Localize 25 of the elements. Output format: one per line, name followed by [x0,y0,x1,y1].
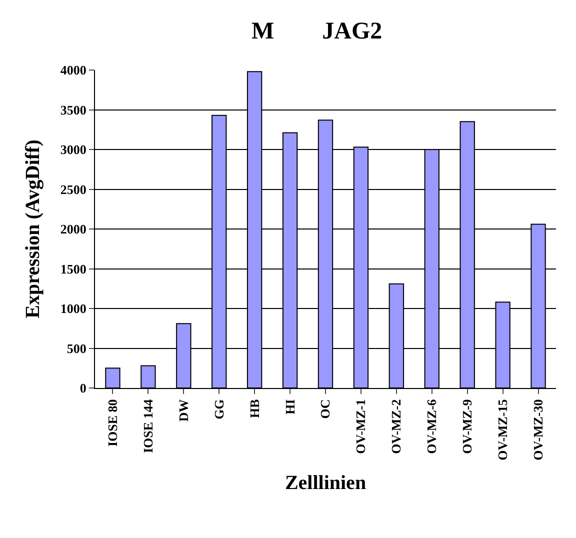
y-tick-label: 2500 [60,182,86,197]
x-tick-label: HB [246,398,262,418]
x-axis-title: Zelllinien [284,472,366,494]
x-tick-label: IOSE 80 [104,399,120,447]
x-tick-label: OC [318,399,333,419]
y-tick-label: 3000 [60,142,86,158]
y-tick-label: 1000 [60,301,86,316]
x-tick-label: GG [211,399,226,420]
chart-title: M JAG2 [251,18,382,44]
x-tick-label: OV-MZ-9 [460,398,475,454]
y-tick-label: 3500 [60,102,86,118]
y-axis-title: Expression (AvgDiff) [22,140,44,318]
x-tick-label: OV-MZ-1 [353,399,368,454]
x-tick-label: DW [176,399,191,422]
y-tick-label: 0 [80,380,86,396]
x-tick-label: IOSE 144 [140,398,156,454]
x-tick-label: HI [282,399,298,414]
y-tick-label: 500 [66,340,86,356]
x-tick-label: OV-MZ-6 [424,398,440,454]
x-tick-label: OV-MZ-30 [530,399,546,460]
x-tick-label: OV-MZ-15 [495,398,510,460]
y-tick-label: 2000 [60,222,86,237]
x-tick-label: OV-MZ-2 [388,399,404,454]
y-tick-label: 1500 [60,261,86,276]
y-tick-label: 4000 [60,62,86,78]
